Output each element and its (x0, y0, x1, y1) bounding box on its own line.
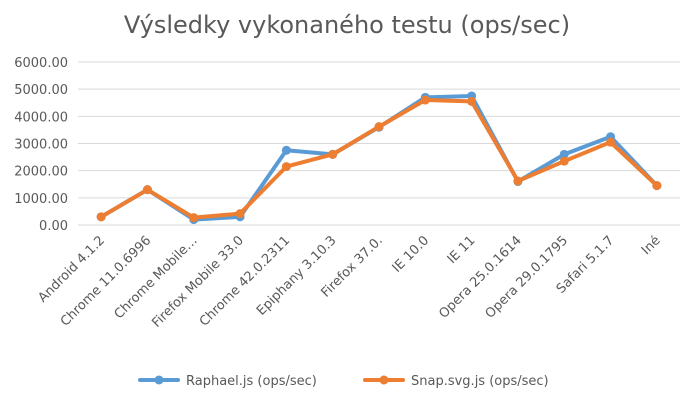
series-line-1 (99, 98, 659, 220)
data-point (420, 95, 430, 105)
data-point (142, 185, 152, 195)
data-point (235, 209, 245, 219)
data-point (281, 162, 291, 172)
data-point (606, 137, 616, 147)
data-point (559, 149, 569, 159)
x-tick-label: Opera 29.0.1795 (483, 233, 571, 321)
x-tick-label: Opera 25.0.1614 (436, 233, 524, 321)
x-tick-label: Iné (639, 233, 664, 258)
chart-title: Výsledky vykonaného testu (ops/sec) (124, 11, 570, 39)
x-tick-label: Epiphany 3.10.3 (254, 233, 340, 319)
y-tick-label: 5000.00 (14, 83, 68, 98)
legend: Raphael.js (ops/sec) Snap.svg.js (ops/sec… (138, 374, 549, 389)
x-tick-label: IE 11 (445, 233, 479, 267)
x-tick-label: IE 10.0 (390, 233, 433, 276)
x-tick-label: Chrome 42.0.2311 (197, 233, 293, 329)
legend-label: Snap.svg.js (ops/sec) (411, 374, 549, 389)
x-tick-label: Chrome Mobile… (112, 233, 201, 322)
data-point (652, 181, 662, 191)
legend-label: Raphael.js (ops/sec) (186, 374, 317, 389)
series-layer (96, 91, 662, 225)
y-tick-label: 1000.00 (14, 192, 68, 207)
data-point (96, 212, 106, 222)
data-point (513, 176, 523, 186)
data-point (559, 156, 569, 166)
legend-swatch-marker (379, 375, 389, 385)
grid-layer (78, 61, 680, 226)
data-point (328, 149, 338, 159)
y-tick-label: 0.00 (39, 219, 68, 234)
data-point (467, 96, 477, 106)
x-tick-label: Firefox Mobile 33.0 (149, 233, 247, 331)
y-axis-ticks: 0.00 1000.00 2000.00 3000.00 4000.00 5000.00 6… (14, 56, 68, 234)
y-tick-label: 4000.00 (14, 110, 68, 125)
legend-swatch-marker (154, 375, 164, 385)
data-point (189, 213, 199, 223)
data-point (281, 145, 291, 155)
y-tick-label: 3000.00 (14, 138, 68, 153)
y-tick-label: 6000.00 (14, 56, 68, 71)
x-tick-label: Chrome 11.0.6996 (58, 233, 154, 329)
data-point (374, 122, 384, 132)
y-tick-label: 2000.00 (14, 165, 68, 180)
